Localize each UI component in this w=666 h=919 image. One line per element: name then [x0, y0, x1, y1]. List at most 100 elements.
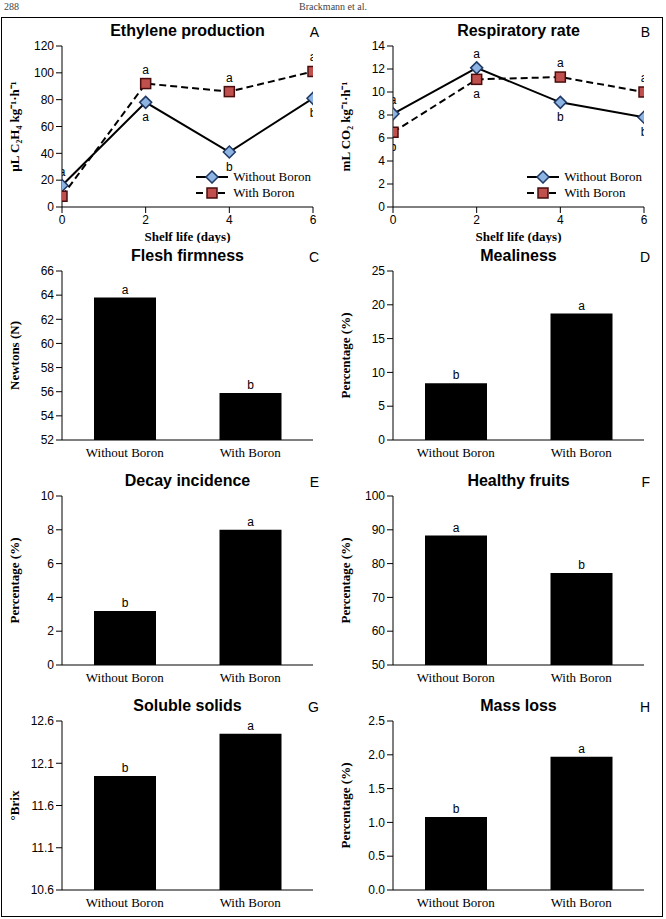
svg-text:2: 2 — [47, 624, 54, 638]
svg-text:b: b — [453, 802, 460, 816]
svg-text:0: 0 — [378, 433, 385, 447]
svg-text:20: 20 — [41, 173, 55, 187]
svg-text:10: 10 — [41, 489, 55, 503]
svg-text:b: b — [557, 110, 564, 124]
svg-text:With Boron: With Boron — [551, 445, 613, 460]
svg-text:a: a — [247, 515, 254, 529]
svg-text:With Boron: With Boron — [220, 445, 282, 460]
svg-text:a: a — [473, 47, 480, 61]
svg-text:5: 5 — [378, 399, 385, 413]
svg-text:100: 100 — [365, 489, 385, 503]
svg-text:b: b — [641, 125, 644, 139]
svg-text:80: 80 — [372, 557, 386, 571]
svg-text:52: 52 — [41, 433, 55, 447]
svg-text:8: 8 — [378, 108, 385, 122]
svg-text:2.0: 2.0 — [368, 748, 385, 762]
svg-text:11.1: 11.1 — [32, 841, 55, 855]
svg-text:6: 6 — [47, 557, 54, 571]
svg-text:60: 60 — [41, 120, 55, 134]
svg-text:66: 66 — [41, 264, 55, 278]
svg-text:b: b — [310, 106, 313, 120]
svg-text:b: b — [122, 761, 129, 775]
svg-text:6: 6 — [378, 131, 385, 145]
svg-text:Percentage (%): Percentage (%) — [338, 537, 353, 623]
svg-text:12.6: 12.6 — [31, 714, 55, 728]
svg-text:70: 70 — [372, 591, 386, 605]
svg-text:4: 4 — [226, 213, 233, 227]
svg-text:10: 10 — [372, 366, 386, 380]
svg-text:Without Boron: Without Boron — [86, 445, 164, 460]
svg-text:a: a — [247, 719, 254, 733]
svg-text:Shelf life (days): Shelf life (days) — [145, 229, 231, 243]
svg-text:a: a — [62, 165, 66, 179]
svg-text:4: 4 — [557, 213, 564, 227]
svg-text:b: b — [122, 596, 129, 610]
svg-text:14: 14 — [372, 39, 386, 53]
svg-text:12.1: 12.1 — [31, 757, 55, 771]
svg-text:6: 6 — [310, 213, 317, 227]
svg-text:a: a — [310, 50, 313, 64]
svg-text:With Boron: With Boron — [220, 670, 282, 685]
svg-text:20: 20 — [372, 298, 386, 312]
svg-text:100: 100 — [34, 66, 54, 80]
svg-text:°Brix: °Brix — [8, 790, 22, 820]
svg-text:58: 58 — [41, 361, 55, 375]
svg-text:60: 60 — [372, 624, 386, 638]
svg-text:a: a — [453, 521, 460, 535]
svg-text:With Boron: With Boron — [551, 670, 613, 685]
svg-text:56: 56 — [41, 385, 55, 399]
svg-text:With Boron: With Boron — [551, 895, 613, 910]
svg-text:90: 90 — [372, 523, 386, 537]
svg-text:a: a — [473, 87, 480, 101]
svg-text:10.6: 10.6 — [31, 883, 55, 897]
svg-text:a: a — [578, 299, 585, 313]
svg-text:a: a — [142, 110, 149, 124]
svg-text:0: 0 — [47, 658, 54, 672]
svg-text:40: 40 — [41, 147, 55, 161]
svg-text:Newtons (N): Newtons (N) — [8, 321, 22, 390]
svg-text:120: 120 — [34, 39, 54, 53]
svg-text:0: 0 — [47, 200, 54, 214]
svg-text:0: 0 — [378, 200, 385, 214]
svg-text:2: 2 — [378, 177, 385, 191]
svg-text:0.0: 0.0 — [368, 883, 385, 897]
svg-text:Without Boron: Without Boron — [86, 895, 164, 910]
svg-text:4: 4 — [378, 154, 385, 168]
svg-text:10: 10 — [372, 85, 386, 99]
svg-text:µL C₂H₄ kg⁻¹·h⁻¹: µL C₂H₄ kg⁻¹·h⁻¹ — [8, 81, 22, 171]
svg-text:Percentage (%): Percentage (%) — [338, 762, 353, 848]
svg-text:b: b — [393, 140, 397, 154]
svg-text:b: b — [247, 378, 254, 392]
svg-text:a: a — [226, 71, 233, 85]
svg-text:Without Boron: Without Boron — [417, 670, 495, 685]
svg-text:12: 12 — [372, 62, 386, 76]
svg-text:11.6: 11.6 — [32, 799, 55, 813]
svg-text:a: a — [122, 283, 129, 297]
svg-text:54: 54 — [41, 409, 55, 423]
svg-text:2.5: 2.5 — [368, 714, 385, 728]
svg-text:b: b — [578, 558, 585, 572]
svg-text:50: 50 — [372, 658, 386, 672]
svg-text:a: a — [641, 71, 644, 85]
svg-text:Without Boron: Without Boron — [86, 670, 164, 685]
svg-text:b: b — [226, 160, 233, 174]
svg-text:Percentage (%): Percentage (%) — [8, 537, 22, 623]
svg-text:Percentage (%): Percentage (%) — [338, 312, 353, 398]
svg-text:0: 0 — [59, 213, 66, 227]
svg-text:62: 62 — [41, 313, 55, 327]
svg-text:a: a — [393, 93, 397, 107]
svg-text:1.5: 1.5 — [368, 782, 385, 796]
svg-text:1.0: 1.0 — [368, 816, 385, 830]
svg-text:a: a — [578, 742, 585, 756]
svg-text:Shelf life (days): Shelf life (days) — [476, 229, 562, 243]
svg-text:0: 0 — [390, 213, 397, 227]
svg-text:15: 15 — [372, 332, 386, 346]
svg-text:2: 2 — [473, 213, 480, 227]
svg-text:2: 2 — [142, 213, 149, 227]
svg-text:Without Boron: Without Boron — [417, 445, 495, 460]
svg-text:0.5: 0.5 — [368, 849, 385, 863]
svg-text:b: b — [453, 368, 460, 382]
svg-text:80: 80 — [41, 93, 55, 107]
svg-text:4: 4 — [47, 591, 54, 605]
svg-text:25: 25 — [372, 264, 386, 278]
